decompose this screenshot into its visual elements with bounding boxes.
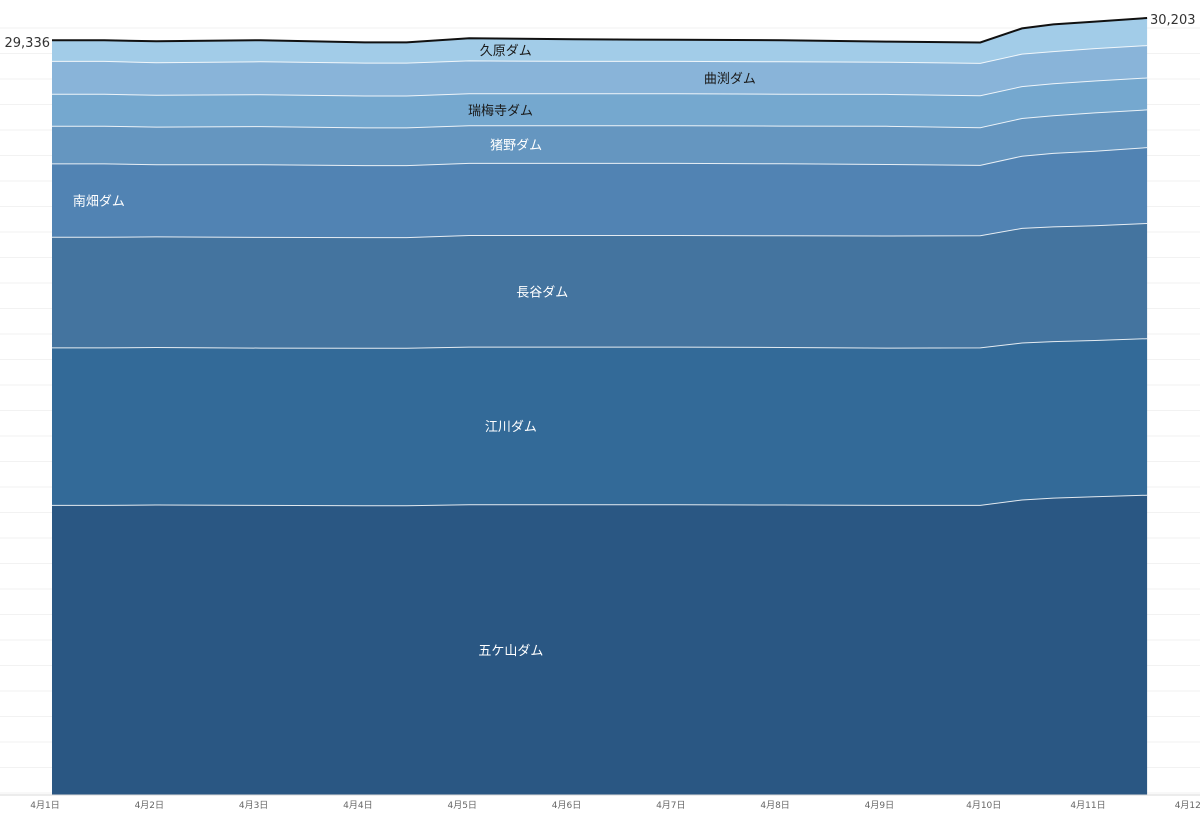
layer-labels: 五ケ山ダム 江川ダム 長谷ダム 南畑ダム 猪野ダム 瑞梅寺ダム 曲渕ダム 久原ダム — [73, 44, 756, 659]
x-tick-label: 4月11日 — [1070, 800, 1105, 811]
area-五ケ山ダム — [52, 495, 1148, 795]
x-tick-label: 4月10日 — [966, 800, 1001, 811]
x-tick-label: 4月9日 — [865, 800, 894, 811]
layer-label: 久原ダム — [480, 44, 532, 59]
boundary-長谷ダム — [52, 223, 1148, 239]
x-tick-label: 4月2日 — [135, 800, 164, 811]
layer-label: 猪野ダム — [490, 139, 542, 154]
x-tick-label: 4月3日 — [239, 800, 268, 811]
area-瑞梅寺ダム — [52, 78, 1148, 128]
x-axis-ticks: 4月1日 4月2日 4月3日 4月4日 4月5日 4月6日 4月7日 4月8日 4月9日 4月10… — [30, 800, 1200, 811]
layer-boundaries — [52, 45, 1148, 507]
boundary-五ケ山ダム — [52, 494, 1148, 507]
total-end-label: 30,203 — [1150, 13, 1196, 28]
total-start-label: 29,336 — [5, 36, 51, 51]
total-line — [52, 17, 1148, 44]
boundary-江川ダム — [52, 338, 1148, 349]
layer-label: 五ケ山ダム — [478, 644, 543, 659]
area-猪野ダム — [52, 109, 1148, 166]
x-tick-label: 4月5日 — [447, 800, 476, 811]
x-tick-label: 4月4日 — [343, 800, 372, 811]
area-久原ダム — [52, 18, 1148, 64]
x-tick-label: 4月6日 — [552, 800, 581, 811]
layer-label: 南畑ダム — [73, 194, 125, 210]
boundary-瑞梅寺ダム — [52, 77, 1148, 97]
x-tick-label: 4月7日 — [656, 800, 685, 811]
x-tick-label: 4月1日 — [30, 800, 59, 811]
layer-label: 曲渕ダム — [704, 72, 756, 87]
layer-label: 江川ダム — [485, 420, 537, 435]
boundary-曲渕ダム — [52, 45, 1148, 64]
area-layers — [52, 18, 1148, 795]
layer-label: 瑞梅寺ダム — [468, 104, 533, 119]
area-曲渕ダム — [52, 45, 1148, 96]
boundary-猪野ダム — [52, 109, 1148, 129]
area-江川ダム — [52, 338, 1148, 506]
x-tick-label: 4月12日 — [1175, 800, 1200, 811]
area-長谷ダム — [52, 223, 1148, 349]
layer-label: 長谷ダム — [516, 285, 568, 300]
area-南畑ダム — [52, 147, 1148, 238]
x-tick-label: 4月8日 — [760, 800, 789, 811]
boundary-南畑ダム — [52, 147, 1148, 167]
